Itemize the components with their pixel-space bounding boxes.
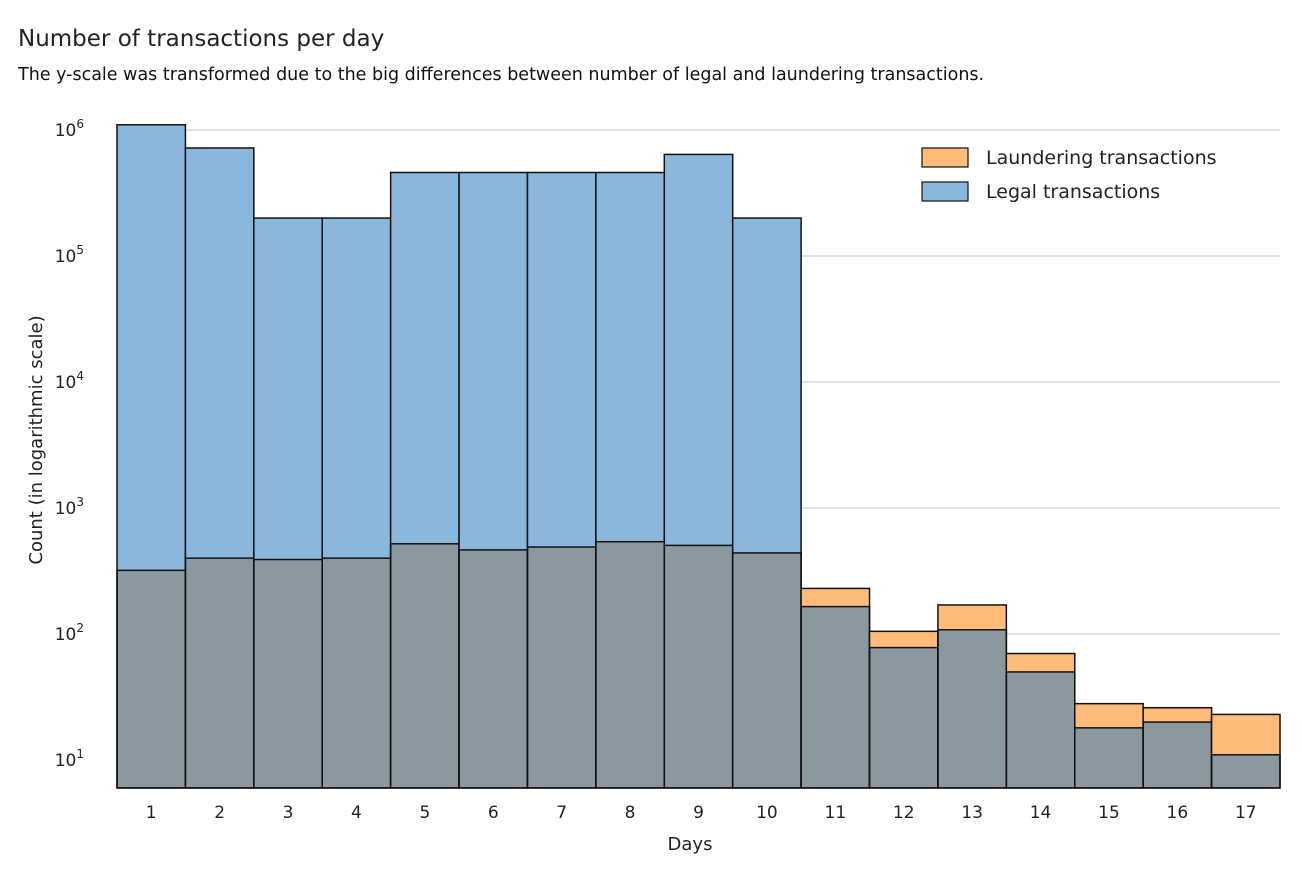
x-tick-label: 13	[961, 803, 983, 823]
bar-legal-1	[117, 124, 186, 571]
bar-legal-10	[732, 218, 802, 553]
bar-overlap-10	[732, 552, 802, 788]
chart-subtitle: The y-scale was transformed due to the b…	[18, 65, 985, 85]
chart-title: Number of transactions per day	[18, 26, 385, 52]
x-tick-label: 8	[625, 803, 636, 823]
bar-overlap-4	[322, 558, 391, 788]
bar-overlap-2	[185, 558, 254, 788]
bar-overlap-9	[664, 545, 733, 788]
bar-laundering-11	[801, 588, 870, 607]
x-tick-label: 6	[488, 803, 499, 823]
bar-overlap-8	[595, 541, 665, 788]
y-tick-label: 103	[55, 495, 84, 519]
bar-layer	[116, 124, 1281, 789]
bar-legal-9	[664, 154, 733, 546]
x-axis-label: Days	[668, 834, 713, 855]
x-tick-label: 4	[351, 803, 362, 823]
bar-overlap-3	[253, 559, 323, 788]
bar-overlap-6	[459, 549, 528, 788]
x-tick-label: 9	[693, 803, 704, 823]
x-tick-label: 12	[893, 803, 915, 823]
bar-legal-7	[527, 172, 596, 548]
x-tick-label: 10	[756, 803, 778, 823]
bar-legal-5	[390, 172, 460, 544]
bar-legal-3	[253, 218, 323, 560]
legend: Laundering transactions Legal transactio…	[921, 147, 1217, 203]
bar-overlap-1	[117, 570, 186, 788]
bar-overlap-16	[1143, 722, 1212, 788]
y-tick-label: 106	[55, 117, 84, 141]
bar-overlap-17	[1211, 754, 1280, 788]
bar-overlap-15	[1074, 727, 1144, 788]
bar-laundering-12	[869, 631, 938, 648]
bar-overlap-13	[937, 629, 1007, 788]
x-tick-label: 17	[1235, 803, 1257, 823]
legend-label-laundering: Laundering transactions	[986, 147, 1217, 169]
x-tick-layer: 1 2 3 4 5 6 7 8 9 10 11 12 13 14 15 16 17	[146, 803, 1257, 823]
bar-laundering-17	[1211, 714, 1280, 755]
y-tick-label: 102	[55, 621, 84, 645]
y-axis-label: Count (in logarithmic scale)	[26, 315, 47, 564]
y-tick-layer: 101 102 103 104 105 106	[55, 117, 84, 771]
legend-label-legal: Legal transactions	[986, 181, 1160, 203]
x-tick-label: 16	[1167, 803, 1189, 823]
bar-overlap-5	[390, 543, 460, 788]
bar-overlap-12	[869, 647, 938, 788]
bar-laundering-15	[1074, 703, 1144, 728]
bar-laundering-13	[937, 604, 1007, 630]
bar-laundering-16	[1143, 707, 1212, 723]
bar-overlap-11	[801, 606, 870, 788]
x-tick-label: 11	[825, 803, 847, 823]
x-tick-label: 14	[1030, 803, 1052, 823]
bar-laundering-outline-17	[1210, 713, 1281, 789]
x-tick-label: 2	[214, 803, 225, 823]
bar-legal-2	[185, 147, 254, 559]
y-tick-label: 104	[55, 369, 84, 393]
x-tick-label: 7	[556, 803, 567, 823]
y-tick-label: 105	[55, 243, 84, 267]
bar-laundering-14	[1006, 653, 1075, 672]
bar-overlap-14	[1006, 671, 1075, 788]
bar-legal-6	[459, 172, 528, 550]
y-tick-label: 101	[55, 747, 84, 771]
bar-overlap-7	[527, 547, 596, 788]
legend-swatch-legal	[921, 181, 969, 202]
x-tick-label: 5	[419, 803, 430, 823]
x-tick-label: 15	[1098, 803, 1120, 823]
x-tick-label: 1	[146, 803, 157, 823]
x-tick-label: 3	[283, 803, 294, 823]
bar-legal-8	[595, 172, 665, 542]
legend-swatch-laundering	[921, 147, 969, 168]
bar-legal-4	[322, 218, 391, 559]
